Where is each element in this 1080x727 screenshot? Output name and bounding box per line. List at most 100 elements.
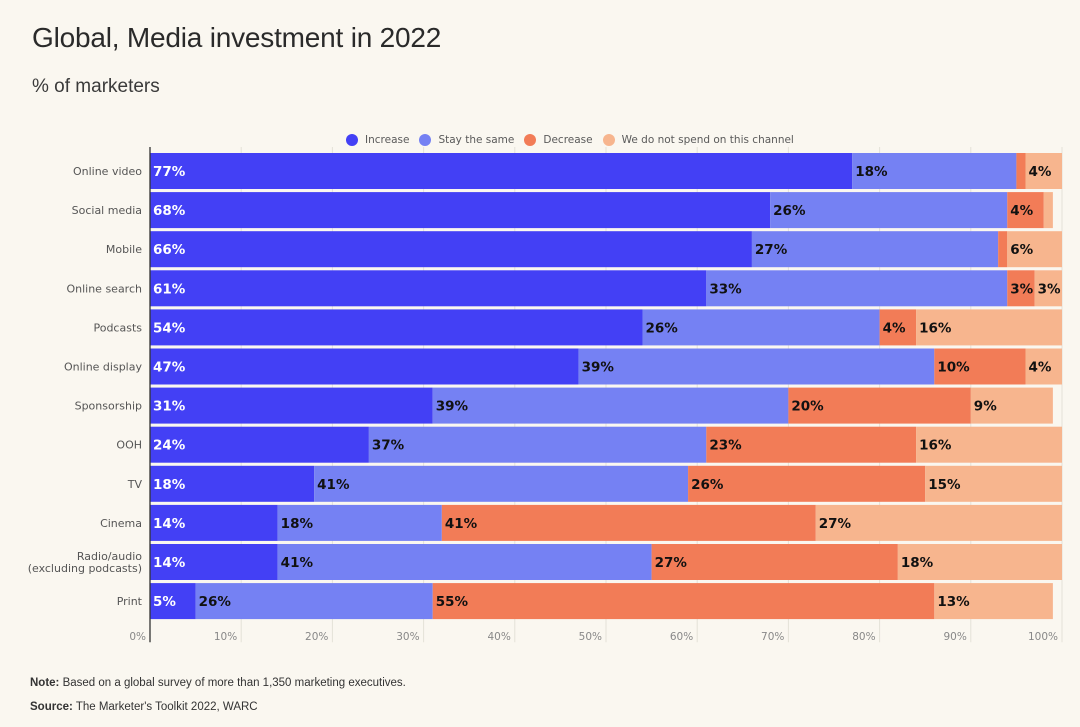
category-label: Podcasts — [93, 321, 142, 334]
legend: Increase Stay the same Decrease We do not s… — [346, 134, 804, 146]
data-label: 16% — [919, 438, 952, 454]
x-tick-label: 50% — [579, 631, 602, 643]
data-label: 26% — [645, 320, 678, 336]
bar-segment — [432, 387, 789, 424]
data-label: 6% — [1010, 242, 1033, 258]
note-label: Note: — [30, 677, 60, 689]
source: Source: The Marketer's Toolkit 2022, WAR… — [30, 701, 258, 713]
source-text: The Marketer's Toolkit 2022, WARC — [72, 701, 258, 713]
bar-segment — [150, 426, 369, 463]
bar-segment — [1007, 231, 1062, 268]
bar-segment — [1016, 153, 1026, 189]
x-tick-label: 100% — [1028, 631, 1058, 643]
bar-segment — [706, 270, 1008, 307]
data-label: 16% — [919, 320, 952, 336]
category-label: (excluding podcasts) — [28, 562, 142, 575]
data-label: 33% — [709, 281, 742, 297]
bar-segment — [1007, 270, 1035, 307]
legend-marker — [602, 134, 615, 146]
category-label: Social media — [72, 204, 142, 217]
data-label: 27% — [755, 242, 788, 258]
bar-segment — [916, 426, 1062, 463]
bar-segment — [150, 583, 196, 620]
category-label: TV — [127, 478, 143, 491]
x-tick-label: 40% — [487, 631, 510, 643]
legend-label: We do not spend on this channel — [621, 134, 794, 146]
data-label: 14% — [153, 555, 186, 571]
bar-segment — [706, 426, 917, 463]
data-label: 68% — [153, 203, 186, 219]
legend-label: Decrease — [543, 134, 593, 146]
x-tick-label: 10% — [214, 631, 237, 643]
category-label: Online search — [66, 282, 142, 295]
data-label: 31% — [153, 399, 186, 415]
bar-segment — [934, 583, 1053, 620]
bar-segment — [770, 192, 1008, 229]
bar-segment — [150, 153, 853, 189]
bar-segment — [852, 153, 1017, 189]
chart-svg: 0% 10% 20% 30% 40% 50% 60% 70% 80% 90% 100% Online … — [28, 147, 1063, 643]
data-label: 39% — [436, 399, 469, 415]
bar-segment — [195, 583, 433, 620]
bar-segment — [150, 231, 752, 268]
data-label: 4% — [883, 320, 906, 336]
chart-title: Global, Media investment in 2022 — [32, 22, 442, 53]
data-label: 66% — [153, 242, 186, 258]
chart-subtitle: % of marketers — [32, 76, 160, 97]
bar-segment — [998, 231, 1008, 268]
data-label: 41% — [281, 555, 314, 571]
legend-marker — [524, 134, 537, 146]
data-label: 39% — [582, 360, 615, 376]
data-label: 3% — [1010, 281, 1033, 297]
bar-segment — [934, 348, 1026, 385]
legend-item: Increase — [346, 134, 409, 146]
bar-segment — [1025, 153, 1062, 189]
bar-segment — [314, 465, 689, 502]
bar-segment — [925, 465, 1062, 502]
data-label: 13% — [937, 594, 970, 610]
bar-segment — [441, 504, 816, 541]
bar-segment — [578, 348, 935, 385]
legend-item: We do not spend on this channel — [602, 134, 794, 146]
x-tick-label: 60% — [670, 631, 693, 643]
bar-segment — [642, 309, 880, 346]
data-label: 26% — [773, 203, 806, 219]
bar-segment — [1043, 192, 1053, 229]
data-label: 5% — [153, 594, 176, 610]
data-label: 41% — [445, 516, 478, 532]
data-label: 77% — [153, 164, 186, 180]
x-tick-label: 80% — [852, 631, 875, 643]
data-label: 3% — [1038, 281, 1061, 297]
note-text: Based on a global survey of more than 1,… — [59, 677, 406, 689]
category-label: Print — [117, 595, 143, 608]
bar-segment — [897, 544, 1062, 580]
bar-segment — [150, 309, 643, 346]
data-label: 61% — [153, 281, 186, 297]
data-label: 18% — [153, 477, 186, 493]
category-label: Online video — [73, 165, 142, 178]
data-label: 47% — [153, 360, 186, 376]
x-tick-label: 90% — [943, 631, 966, 643]
data-label: 54% — [153, 320, 186, 336]
bar-segment — [688, 465, 926, 502]
bar-segment — [150, 348, 579, 385]
data-label: 4% — [1010, 203, 1033, 219]
bar-segment — [1025, 348, 1062, 385]
bar-segment — [277, 504, 442, 541]
legend-marker — [419, 134, 432, 146]
data-label: 27% — [819, 516, 852, 532]
data-label: 24% — [153, 438, 186, 454]
data-label: 18% — [281, 516, 314, 532]
bar-segment — [150, 387, 433, 424]
bar-segment — [651, 544, 898, 580]
data-label: 4% — [1029, 164, 1052, 180]
bar-segment — [916, 309, 1062, 346]
data-label: 37% — [372, 438, 405, 454]
x-tick-label: 70% — [761, 631, 784, 643]
category-label: Mobile — [106, 243, 142, 256]
x-tick-label: 0% — [129, 631, 146, 643]
bar-segment — [150, 504, 278, 541]
data-label: 18% — [855, 164, 888, 180]
bar-segment — [1007, 192, 1044, 229]
bar-segment — [150, 465, 315, 502]
